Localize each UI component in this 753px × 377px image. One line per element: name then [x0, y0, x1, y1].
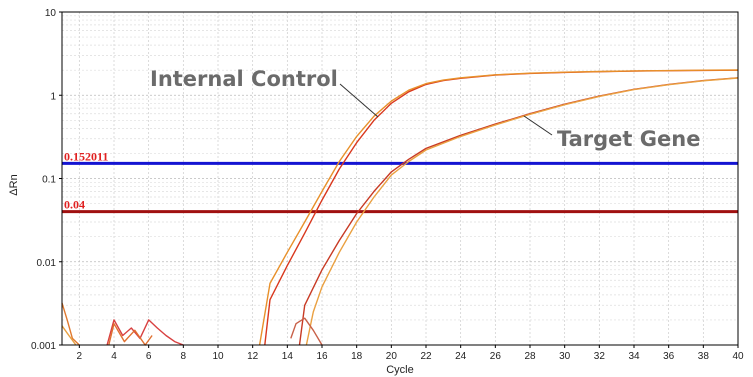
series-line-4 — [305, 77, 739, 346]
threshold-label: 0.152011 — [64, 149, 108, 163]
x-tick-label: 14 — [282, 351, 294, 362]
x-axis-title: Cycle — [386, 364, 414, 376]
annotations: Internal Control Target Gene — [150, 67, 700, 151]
x-tick-label: 30 — [559, 351, 571, 362]
y-tick-label: 0.1 — [42, 175, 56, 186]
y-tick-label: 1 — [50, 91, 56, 102]
x-tick-label: 28 — [524, 351, 536, 362]
series-line-6 — [61, 325, 77, 346]
x-tick-label: 16 — [316, 351, 328, 362]
y-tick-label: 10 — [45, 8, 57, 19]
x-tick-label: 24 — [455, 351, 467, 362]
x-tick-label: 36 — [663, 351, 675, 362]
x-tick-label: 32 — [594, 351, 606, 362]
series-line-5 — [61, 302, 80, 346]
internal-control-leader-line — [339, 83, 379, 118]
x-tick-label: 4 — [111, 351, 117, 362]
threshold-labels: 0.152011 0.04 — [64, 149, 108, 211]
threshold-lines — [62, 161, 738, 214]
grid — [62, 12, 739, 346]
y-tick-label: 0.001 — [31, 341, 56, 352]
target-gene-leader-line — [523, 115, 553, 136]
internal-control-annotation: Internal Control — [150, 67, 338, 91]
series-line-7 — [106, 319, 184, 346]
x-tick-label: 10 — [212, 351, 224, 362]
threshold-label: 0.04 — [64, 198, 85, 212]
series-lines — [61, 69, 739, 346]
target-gene-annotation: Target Gene — [557, 127, 700, 151]
y-tick-label: 0.01 — [37, 258, 57, 269]
x-tick-labels: 2 4 6 8 10 12 14 16 18 20 22 24 26 28 30 32 34 36 38 40 — [77, 345, 744, 362]
y-axis-title: ΔRn — [8, 174, 20, 195]
x-tick-label: 40 — [732, 351, 744, 362]
series-line-9 — [290, 317, 323, 346]
x-tick-label: 6 — [146, 351, 152, 362]
series-line-8 — [108, 323, 153, 346]
x-tick-label: 18 — [351, 351, 363, 362]
x-tick-label: 2 — [77, 351, 83, 362]
x-tick-label: 8 — [181, 351, 187, 362]
y-tick-labels: 0.001 0.01 0.1 1 10 — [31, 8, 62, 352]
x-tick-label: 34 — [628, 351, 640, 362]
x-tick-label: 26 — [490, 351, 502, 362]
x-tick-label: 12 — [247, 351, 259, 362]
series-line-2 — [258, 69, 739, 346]
x-tick-label: 22 — [420, 351, 432, 362]
x-tick-label: 20 — [386, 351, 398, 362]
x-tick-label: 38 — [698, 351, 710, 362]
